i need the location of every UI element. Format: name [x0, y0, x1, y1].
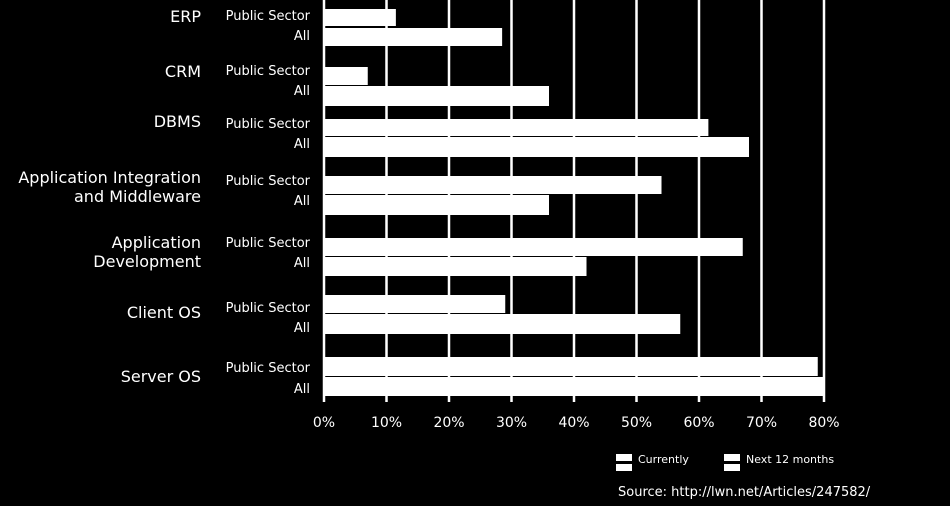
bar-all — [324, 28, 503, 46]
category-label: Client OS — [127, 303, 201, 322]
category-label: Application — [112, 233, 201, 252]
bar-public-sector — [324, 9, 396, 26]
bar-all — [324, 86, 549, 106]
legend-swatch-currently-bottom — [616, 464, 632, 471]
x-tick-label: 50% — [621, 415, 652, 431]
legend-label-currently: Currently — [638, 453, 689, 466]
category-label: Development — [93, 252, 201, 271]
category-label: Server OS — [121, 367, 201, 386]
legend-swatch-next-bottom — [724, 464, 740, 471]
sub-label-public-sector: Public Sector — [226, 361, 311, 376]
source-note: Source: http://lwn.net/Articles/247582/ — [618, 485, 871, 500]
sub-label-all: All — [294, 321, 310, 336]
bars — [324, 9, 824, 396]
bar-public-sector — [324, 119, 709, 136]
category-label: and Middleware — [74, 187, 201, 206]
bar-public-sector — [324, 67, 368, 85]
bar-public-sector — [324, 357, 818, 376]
sub-label-all: All — [294, 256, 310, 271]
bar-all — [324, 314, 681, 334]
x-tick-label: 20% — [433, 415, 464, 431]
x-tick-label: 60% — [683, 415, 714, 431]
x-tick-label: 0% — [313, 415, 335, 431]
sub-label-public-sector: Public Sector — [226, 64, 311, 79]
bar-all — [324, 195, 549, 215]
legend-label-next-12-months: Next 12 months — [746, 453, 834, 466]
sub-label-public-sector: Public Sector — [226, 301, 311, 316]
sub-label-all: All — [294, 382, 310, 397]
sub-label-public-sector: Public Sector — [226, 117, 311, 132]
category-label: Application Integration — [18, 168, 201, 187]
bar-all — [324, 137, 749, 157]
sub-label-public-sector: Public Sector — [226, 174, 311, 189]
x-tick-label: 70% — [746, 415, 777, 431]
sub-label-all: All — [294, 84, 310, 99]
legend: Currently Next 12 months — [616, 453, 834, 471]
legend-swatch-currently-top — [616, 454, 632, 461]
sub-label-all: All — [294, 29, 310, 44]
bar-all — [324, 257, 587, 276]
bar-public-sector — [324, 238, 743, 256]
gridlines — [322, 0, 826, 402]
x-tick-label: 10% — [371, 415, 402, 431]
category-label: ERP — [170, 7, 201, 26]
sub-labels: Public Sector All Public Sector All Public S… — [226, 9, 311, 397]
x-tick-label: 40% — [558, 415, 589, 431]
category-label: CRM — [165, 62, 201, 81]
sub-label-public-sector: Public Sector — [226, 236, 311, 251]
x-tick-label: 80% — [808, 415, 839, 431]
bar-public-sector — [324, 176, 662, 194]
sub-label-public-sector: Public Sector — [226, 9, 311, 24]
category-label: DBMS — [154, 112, 201, 131]
legend-swatch-next-top — [724, 454, 740, 461]
sub-label-all: All — [294, 137, 310, 152]
sub-label-all: All — [294, 194, 310, 209]
bar-public-sector — [324, 295, 506, 313]
bar-all — [324, 377, 824, 396]
x-tick-label: 30% — [496, 415, 527, 431]
x-axis-ticks: 0% 10% 20% 30% 40% 50% 60% 70% 80% — [313, 415, 840, 431]
